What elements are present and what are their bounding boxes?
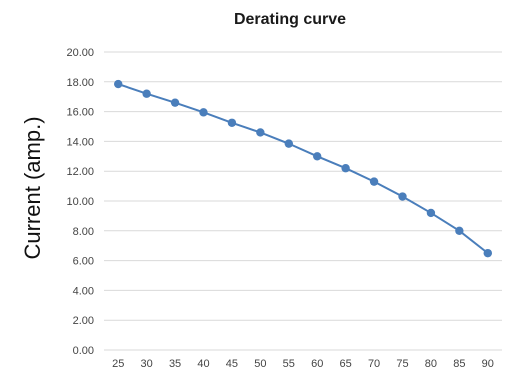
x-tick-label: 35 (169, 358, 181, 370)
x-tick-label: 50 (254, 358, 266, 370)
y-tick-label: 16.00 (66, 107, 94, 119)
y-tick-label: 10.00 (66, 196, 94, 208)
y-tick-label: 6.00 (73, 256, 94, 268)
data-point (483, 248, 492, 258)
x-tick-label: 80 (425, 358, 437, 370)
x-tick-label: 90 (482, 358, 494, 370)
y-tick-label: 0.00 (73, 345, 94, 357)
x-tick-label: 25 (112, 358, 124, 370)
data-point (199, 108, 208, 117)
series-layer (114, 79, 492, 258)
x-tick-label: 30 (141, 358, 153, 370)
x-tick-label: 65 (340, 358, 352, 370)
y-axis-ticks: 0.00 2.00 4.00 6.00 8.00 10.00 12.00 14.00 16.00… (66, 47, 94, 357)
data-point (114, 79, 123, 89)
data-point (341, 164, 350, 173)
y-axis-label: Current (amp.) (20, 116, 45, 259)
data-point (256, 128, 265, 137)
y-tick-label: 4.00 (73, 285, 94, 297)
x-tick-label: 75 (396, 358, 408, 370)
data-point (369, 177, 379, 186)
y-tick-label: 12.00 (66, 166, 94, 178)
gridlines (104, 51, 502, 351)
data-point (455, 226, 464, 235)
data-point (170, 98, 180, 107)
series-line (117, 83, 489, 254)
y-tick-label: 8.00 (73, 226, 94, 238)
y-tick-label: 2.00 (73, 315, 94, 327)
x-tick-label: 40 (197, 358, 209, 370)
y-tick-label: 18.00 (66, 77, 94, 89)
chart-title: Derating curve (234, 11, 346, 28)
data-point (284, 139, 293, 148)
data-point (313, 152, 322, 161)
x-tick-label: 60 (311, 358, 323, 370)
y-tick-label: 14.00 (66, 136, 94, 148)
x-tick-label: 85 (453, 358, 465, 370)
data-point (426, 208, 436, 218)
x-tick-label: 55 (283, 358, 295, 370)
data-point (398, 192, 407, 201)
data-point (142, 89, 151, 98)
y-tick-label: 20.00 (66, 47, 94, 59)
x-tick-label: 70 (368, 358, 380, 370)
x-tick-label: 45 (226, 358, 238, 370)
data-point (227, 118, 237, 127)
x-axis-ticks: 25 30 35 40 45 50 55 60 65 70 75 80 85 90 (112, 358, 494, 370)
